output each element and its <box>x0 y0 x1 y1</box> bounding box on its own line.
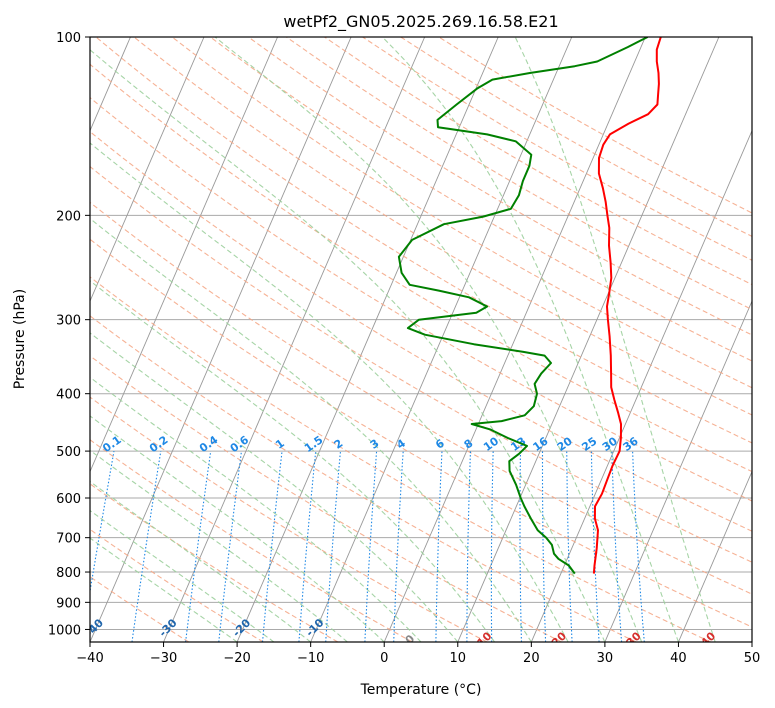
y-tick-label: 1000 <box>48 623 81 638</box>
isotherm-line <box>604 300 752 642</box>
isotherm-line <box>163 37 426 642</box>
isotherm-line <box>383 37 646 642</box>
dry-adiabat-line <box>90 238 752 628</box>
isotherm-line <box>90 37 278 473</box>
x-tick-label: −20 <box>223 651 250 666</box>
dry-adiabat-label: 0 <box>403 632 418 647</box>
dry-adiabat-line <box>90 439 413 642</box>
moist-adiabat-line <box>90 217 532 642</box>
dry-adiabat-line <box>90 355 562 642</box>
mixing-ratio-line <box>435 451 443 642</box>
mixing-ratio-line <box>490 451 494 642</box>
x-tick-label: 20 <box>523 651 540 666</box>
dry-adiabat-line <box>90 396 488 642</box>
mixing-ratio-line <box>611 451 623 642</box>
moist-adiabat-line <box>90 142 569 642</box>
isotherm-line <box>310 37 573 642</box>
dry-adiabat-line <box>90 315 637 642</box>
dry-adiabat-line <box>133 37 752 416</box>
dry-adiabat-line <box>90 276 712 642</box>
y-tick-label: 900 <box>56 596 81 611</box>
dry-adiabat-line <box>90 96 752 502</box>
x-tick-label: 0 <box>380 651 388 666</box>
mixing-ratio-line <box>466 451 472 642</box>
x-tick-label: 10 <box>450 651 467 666</box>
dry-adiabat-line <box>171 37 752 389</box>
background-lines <box>90 37 752 642</box>
y-tick-label: 800 <box>56 566 81 581</box>
moist-adiabat-line <box>90 537 238 642</box>
y-tick-label: 100 <box>56 31 81 46</box>
dry-adiabat-line <box>90 201 752 595</box>
isotherm-line <box>457 37 720 642</box>
y-tick-label: 600 <box>56 492 81 507</box>
x-tick-label: −30 <box>150 651 177 666</box>
moist-adiabat-line <box>90 449 348 642</box>
mixing-ratio-line <box>566 451 573 642</box>
mixing-ratio-line <box>325 451 342 642</box>
x-axis-label: Temperature (°C) <box>360 682 482 698</box>
x-tick-label: 40 <box>670 651 687 666</box>
axes: −40 −30 −20 −10 0 10 20 30 40 50 100 200 300 400 500 60… <box>48 31 760 666</box>
plot-frame <box>89 36 753 643</box>
x-tick-label: −10 <box>297 651 324 666</box>
isotherm-line <box>236 37 499 642</box>
dry-adiabat-line <box>90 130 752 532</box>
y-axis-label: Pressure (hPa) <box>12 289 28 389</box>
y-tick-label: 700 <box>56 532 81 547</box>
dry-adiabat-line <box>95 37 752 444</box>
isotherm-line <box>678 470 752 642</box>
isotherm-line <box>90 37 205 303</box>
y-tick-label: 500 <box>56 445 81 460</box>
isotherm-line <box>530 129 752 642</box>
chart-title: wetPf2_GN05.2025.269.16.58.E21 <box>283 12 558 32</box>
dry-adiabat-line <box>324 37 752 286</box>
moist-adiabat-line <box>90 332 459 642</box>
x-tick-label: 30 <box>597 651 614 666</box>
mixing-ratio-line <box>541 451 547 642</box>
dewpoint-profile-line <box>397 37 649 575</box>
dry-adiabat-line <box>286 37 752 311</box>
y-tick-label: 200 <box>56 209 81 224</box>
x-tick-label: 50 <box>744 651 761 666</box>
mixing-ratio-line <box>393 451 404 642</box>
mixing-ratio-line <box>298 451 317 642</box>
mixing-ratio-line <box>632 451 645 642</box>
profile-lines <box>397 37 662 575</box>
y-tick-label: 400 <box>56 388 81 403</box>
mixing-ratio-line <box>261 451 283 642</box>
moist-adiabat-line <box>382 37 679 642</box>
x-tick-label: −40 <box>76 651 103 666</box>
mixing-ratio-line <box>364 451 378 642</box>
moist-adiabat-line <box>514 37 716 642</box>
dry-adiabat-line <box>90 165 752 563</box>
temperature-profile-line <box>592 37 662 574</box>
y-tick-label: 300 <box>56 314 81 329</box>
moist-adiabat-line <box>214 37 643 642</box>
moist-adiabat-line <box>90 376 422 642</box>
moist-adiabat-line <box>90 415 385 642</box>
